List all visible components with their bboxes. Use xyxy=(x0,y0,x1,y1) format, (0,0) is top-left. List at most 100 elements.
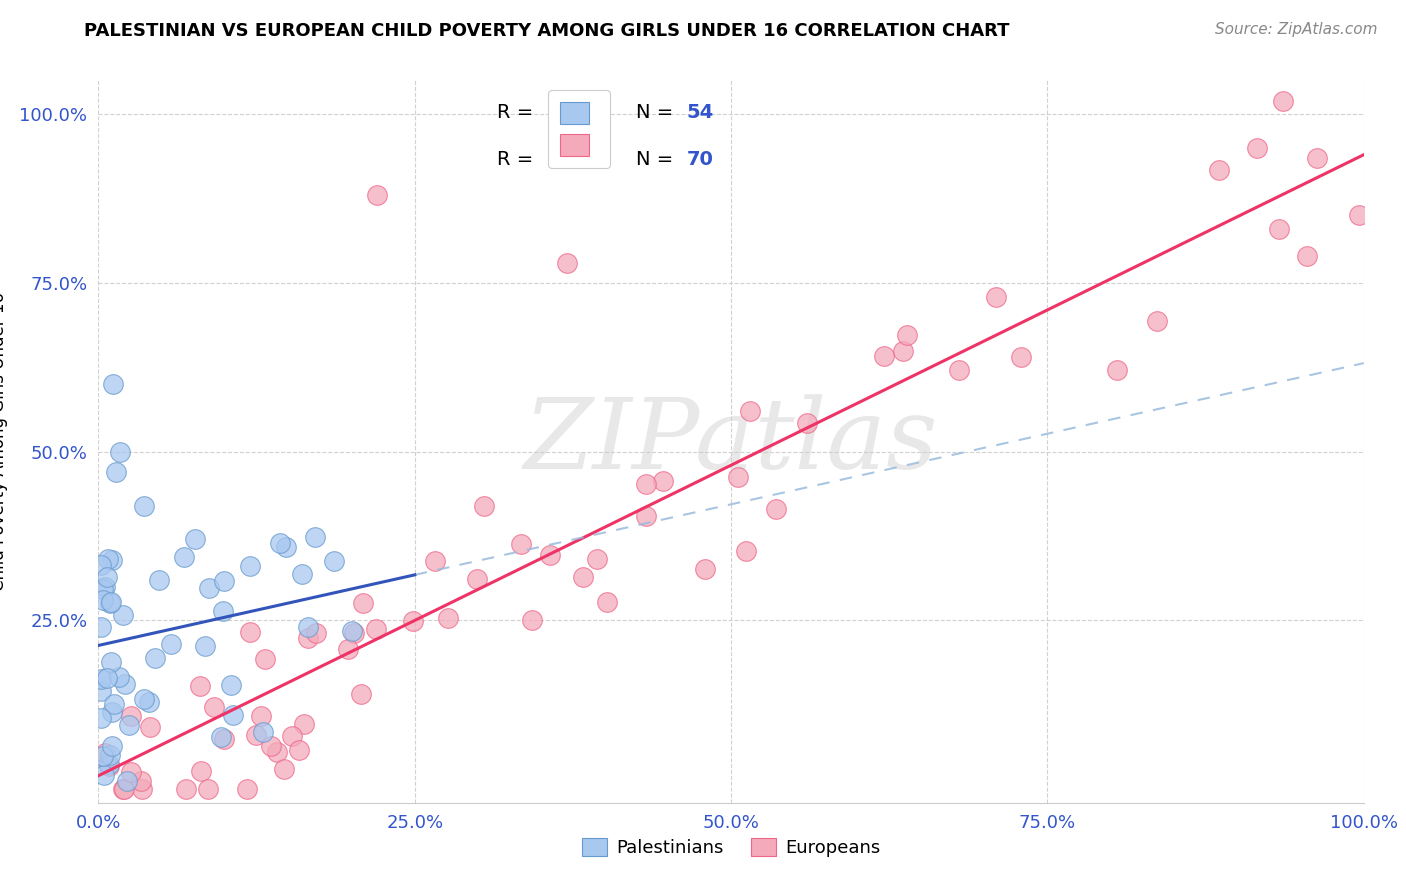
Point xyxy=(212,604,235,618)
Point xyxy=(796,416,818,430)
Point xyxy=(948,363,970,377)
Point xyxy=(176,781,198,796)
Point xyxy=(1272,94,1295,108)
Point xyxy=(305,626,328,640)
Point xyxy=(273,762,295,776)
Point xyxy=(292,716,315,731)
Point xyxy=(596,595,619,609)
Point xyxy=(90,710,112,724)
Point xyxy=(350,688,373,702)
Point xyxy=(111,607,134,622)
Point xyxy=(252,724,274,739)
Point xyxy=(297,620,319,634)
Point xyxy=(209,731,232,745)
Point xyxy=(423,554,446,568)
Point xyxy=(104,465,127,479)
Point xyxy=(94,580,117,594)
Point xyxy=(1246,141,1268,155)
Text: 0.754: 0.754 xyxy=(547,150,609,169)
Point xyxy=(132,692,155,706)
Point xyxy=(1268,222,1291,236)
Text: ZIPatlas: ZIPatlas xyxy=(524,394,938,489)
Point xyxy=(197,781,219,796)
Point xyxy=(108,444,131,458)
Point xyxy=(1306,152,1329,166)
Point xyxy=(281,729,304,743)
Point xyxy=(287,743,309,757)
Point xyxy=(891,344,914,359)
Point xyxy=(103,697,125,711)
Point xyxy=(509,537,531,551)
Text: R =: R = xyxy=(498,103,540,122)
Point xyxy=(520,613,543,627)
Point xyxy=(96,551,118,566)
Point xyxy=(322,554,344,568)
Point xyxy=(239,558,262,573)
Point xyxy=(538,548,561,562)
Point xyxy=(467,572,489,586)
Point xyxy=(873,350,896,364)
Point xyxy=(100,595,122,609)
Point xyxy=(297,631,319,645)
Point xyxy=(343,626,366,640)
Point xyxy=(132,499,155,513)
Point xyxy=(266,745,288,759)
Point xyxy=(97,759,120,773)
Point xyxy=(236,781,259,796)
Point xyxy=(571,570,593,584)
Point xyxy=(693,562,716,576)
Point xyxy=(98,747,121,762)
Point xyxy=(260,739,283,753)
Point xyxy=(253,651,276,665)
Point xyxy=(91,582,114,596)
Point xyxy=(129,774,152,789)
Point xyxy=(101,377,124,392)
Point xyxy=(634,508,657,523)
Point xyxy=(402,614,425,628)
Y-axis label: Child Poverty Among Girls Under 16: Child Poverty Among Girls Under 16 xyxy=(0,292,8,591)
Point xyxy=(115,773,138,788)
Point xyxy=(143,651,166,665)
Text: PALESTINIAN VS EUROPEAN CHILD POVERTY AMONG GIRLS UNDER 16 CORRELATION CHART: PALESTINIAN VS EUROPEAN CHILD POVERTY AM… xyxy=(84,22,1010,40)
Point xyxy=(100,552,122,566)
Point xyxy=(160,637,183,651)
Point xyxy=(274,540,297,554)
Legend: Palestinians, Europeans: Palestinians, Europeans xyxy=(572,829,890,866)
Point xyxy=(269,535,291,549)
Point xyxy=(1208,163,1230,178)
Text: R =: R = xyxy=(498,150,540,169)
Point xyxy=(245,728,267,742)
Point xyxy=(120,709,142,723)
Point xyxy=(91,592,114,607)
Point xyxy=(239,624,262,639)
Point xyxy=(727,470,749,484)
Point xyxy=(651,474,673,488)
Point xyxy=(120,765,142,780)
Point xyxy=(100,596,122,610)
Point xyxy=(472,499,495,513)
Text: N =: N = xyxy=(636,103,679,122)
Point xyxy=(214,574,236,588)
Point xyxy=(1348,208,1371,222)
Point xyxy=(96,570,118,584)
Point xyxy=(634,477,657,491)
Point xyxy=(1146,314,1168,328)
Point xyxy=(139,720,162,734)
Point xyxy=(437,611,460,625)
Point xyxy=(291,567,314,582)
Text: Source: ZipAtlas.com: Source: ZipAtlas.com xyxy=(1215,22,1378,37)
Text: N =: N = xyxy=(636,150,679,169)
Point xyxy=(131,781,153,796)
Text: 70: 70 xyxy=(686,150,714,169)
Point xyxy=(222,708,245,723)
Point xyxy=(1296,249,1319,263)
Point xyxy=(1105,363,1128,377)
Point xyxy=(114,676,136,690)
Point xyxy=(173,550,195,565)
Point xyxy=(735,544,758,558)
Point xyxy=(202,700,225,714)
Point xyxy=(221,678,243,692)
Point xyxy=(304,530,326,544)
Point xyxy=(112,781,135,796)
Point xyxy=(366,188,388,202)
